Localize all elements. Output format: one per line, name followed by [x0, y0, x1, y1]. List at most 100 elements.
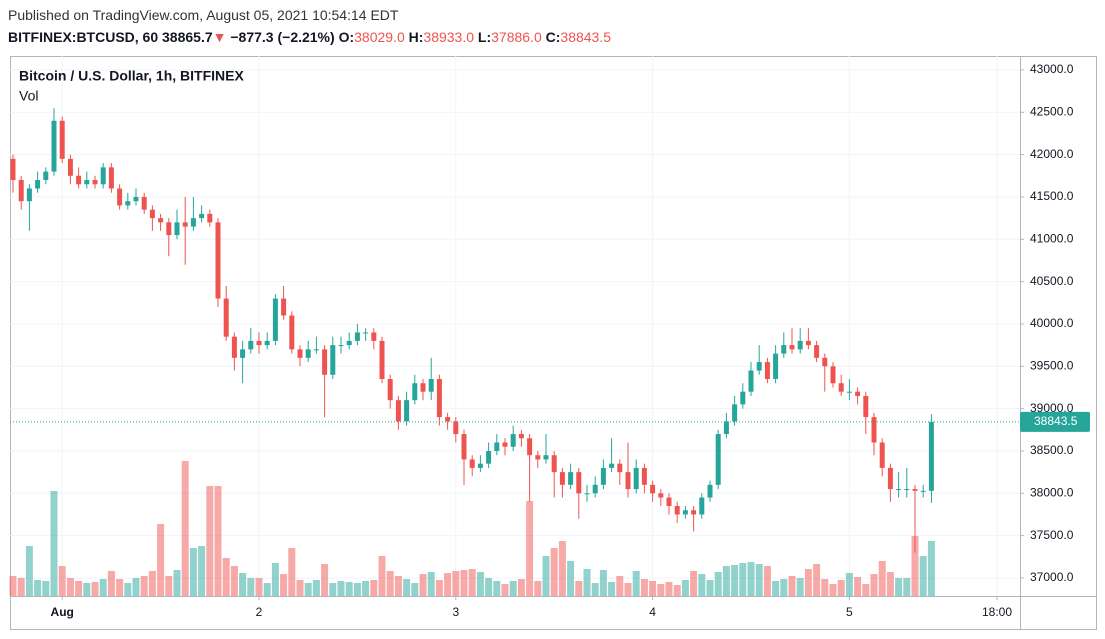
volume-bar: [9, 576, 17, 596]
volume-bar: [714, 572, 722, 596]
last-price-label: 38843.5: [1034, 414, 1078, 428]
volume-bar: [452, 571, 460, 596]
volume-bar: [181, 461, 189, 596]
volume-bar: [468, 569, 476, 596]
candle-body: [559, 472, 565, 485]
candle-body: [863, 395, 869, 418]
volume-bar: [107, 571, 115, 596]
candle-body: [395, 400, 401, 422]
volume-bar: [263, 583, 271, 596]
published-note: Published on TradingView.com, August 05,…: [8, 7, 399, 23]
volume-bar: [132, 578, 140, 596]
volume-bar: [444, 573, 452, 596]
candle-body: [576, 472, 582, 494]
volume-bar: [91, 582, 99, 596]
candle-body: [715, 434, 721, 485]
candle-body: [174, 222, 180, 236]
candle-body: [289, 315, 295, 350]
volume-bar: [116, 579, 124, 596]
candle-body: [699, 497, 705, 515]
candle-body: [510, 434, 516, 447]
volume-bar: [665, 582, 673, 596]
volume-bar: [214, 486, 222, 596]
candle-body: [322, 349, 328, 375]
candle-body: [158, 218, 164, 223]
candle-body: [633, 467, 639, 490]
y-tick-label: 41000.0: [1030, 231, 1074, 245]
candle-body: [281, 298, 287, 316]
candle-body: [428, 379, 434, 392]
volume-bar: [919, 556, 927, 596]
last-price-tag: [1020, 411, 1090, 432]
candle-body: [920, 490, 926, 492]
volume-bar: [386, 571, 394, 596]
low-value: 37886.0: [491, 29, 542, 45]
volume-bar: [591, 583, 599, 596]
candle-body: [830, 366, 836, 384]
candle-body: [231, 336, 237, 358]
volume-bar: [427, 572, 435, 596]
grid: [10, 56, 1020, 596]
volume-bar: [575, 581, 583, 596]
volume-bar: [763, 566, 771, 596]
candle-body: [404, 400, 410, 422]
y-tick-label: 40500.0: [1030, 274, 1074, 288]
candle-body: [141, 196, 147, 210]
candle-body: [691, 510, 697, 515]
candles: [10, 108, 934, 553]
candle-body: [67, 158, 73, 176]
candle-body: [149, 209, 155, 219]
volume-bar: [25, 546, 33, 596]
candle-body: [674, 506, 680, 515]
frame: [10, 56, 1097, 630]
candle-body: [108, 167, 114, 189]
volume-bar: [42, 581, 50, 596]
volume-bar: [83, 583, 91, 596]
labels: 37000.0 37500.0 38000.0 38500.0 39000.0 39500…: [10, 62, 1090, 619]
candle-body: [305, 349, 311, 358]
volume-bar: [681, 580, 689, 596]
candle-body: [682, 510, 688, 515]
volume-bar: [747, 562, 755, 596]
volume-bar: [296, 580, 304, 596]
y-tick-label: 39500.0: [1030, 358, 1074, 372]
symbol: BITFINEX:BTCUSD, 60: [8, 29, 159, 45]
candle-body: [248, 340, 254, 350]
x-tick-label: 5: [846, 605, 853, 619]
volume-bar: [608, 582, 616, 596]
candle-body: [797, 340, 803, 350]
volume-bar: [271, 563, 279, 596]
symbol-bar: BITFINEX:BTCUSD, 60 38865.7▼ −877.3 (−2.…: [8, 29, 611, 45]
volume-bar: [517, 579, 525, 596]
volume-bar: [206, 486, 214, 596]
volume-bar: [312, 580, 320, 596]
change: −877.3 (−2.21%): [230, 29, 335, 45]
volume-bar: [927, 541, 935, 596]
candle-body: [117, 188, 123, 206]
volume-bar: [854, 577, 862, 596]
volume-bar: [862, 584, 870, 596]
y-tick-label: 37000.0: [1030, 570, 1074, 584]
volume-bar: [845, 573, 853, 596]
y-tick-label: 40000.0: [1030, 316, 1074, 330]
candle-body: [732, 404, 738, 422]
volume-bar: [649, 581, 657, 596]
candle-body: [756, 362, 762, 371]
volume-bar: [58, 566, 66, 596]
y-tick-label: 42000.0: [1030, 147, 1074, 161]
volume-bar: [903, 578, 911, 596]
volume-bar: [321, 564, 329, 596]
high-label: H:: [408, 29, 424, 45]
volume-bar: [755, 564, 763, 596]
y-tick-label: 43000.0: [1030, 62, 1074, 76]
volume-bar: [493, 581, 501, 596]
volume-bar: [739, 563, 747, 596]
candle-body: [264, 340, 270, 346]
candle-body: [412, 383, 418, 401]
candle-body: [125, 201, 131, 206]
candle-body: [789, 345, 795, 350]
candle-body: [814, 345, 820, 358]
high-value: 38933.0: [423, 29, 475, 45]
candle-body: [223, 298, 229, 337]
